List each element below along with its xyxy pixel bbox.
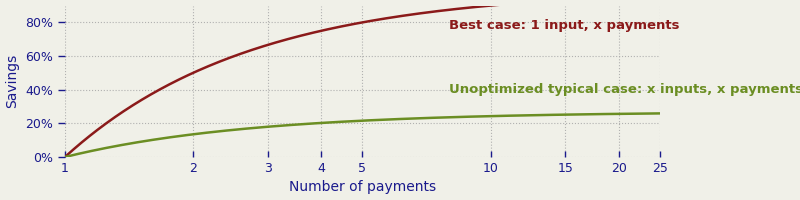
X-axis label: Number of payments: Number of payments — [289, 180, 436, 194]
Text: Unoptimized typical case: x inputs, x payments: Unoptimized typical case: x inputs, x pa… — [450, 83, 800, 96]
Text: Best case: 1 input, x payments: Best case: 1 input, x payments — [450, 19, 680, 32]
Y-axis label: Savings: Savings — [6, 54, 19, 108]
